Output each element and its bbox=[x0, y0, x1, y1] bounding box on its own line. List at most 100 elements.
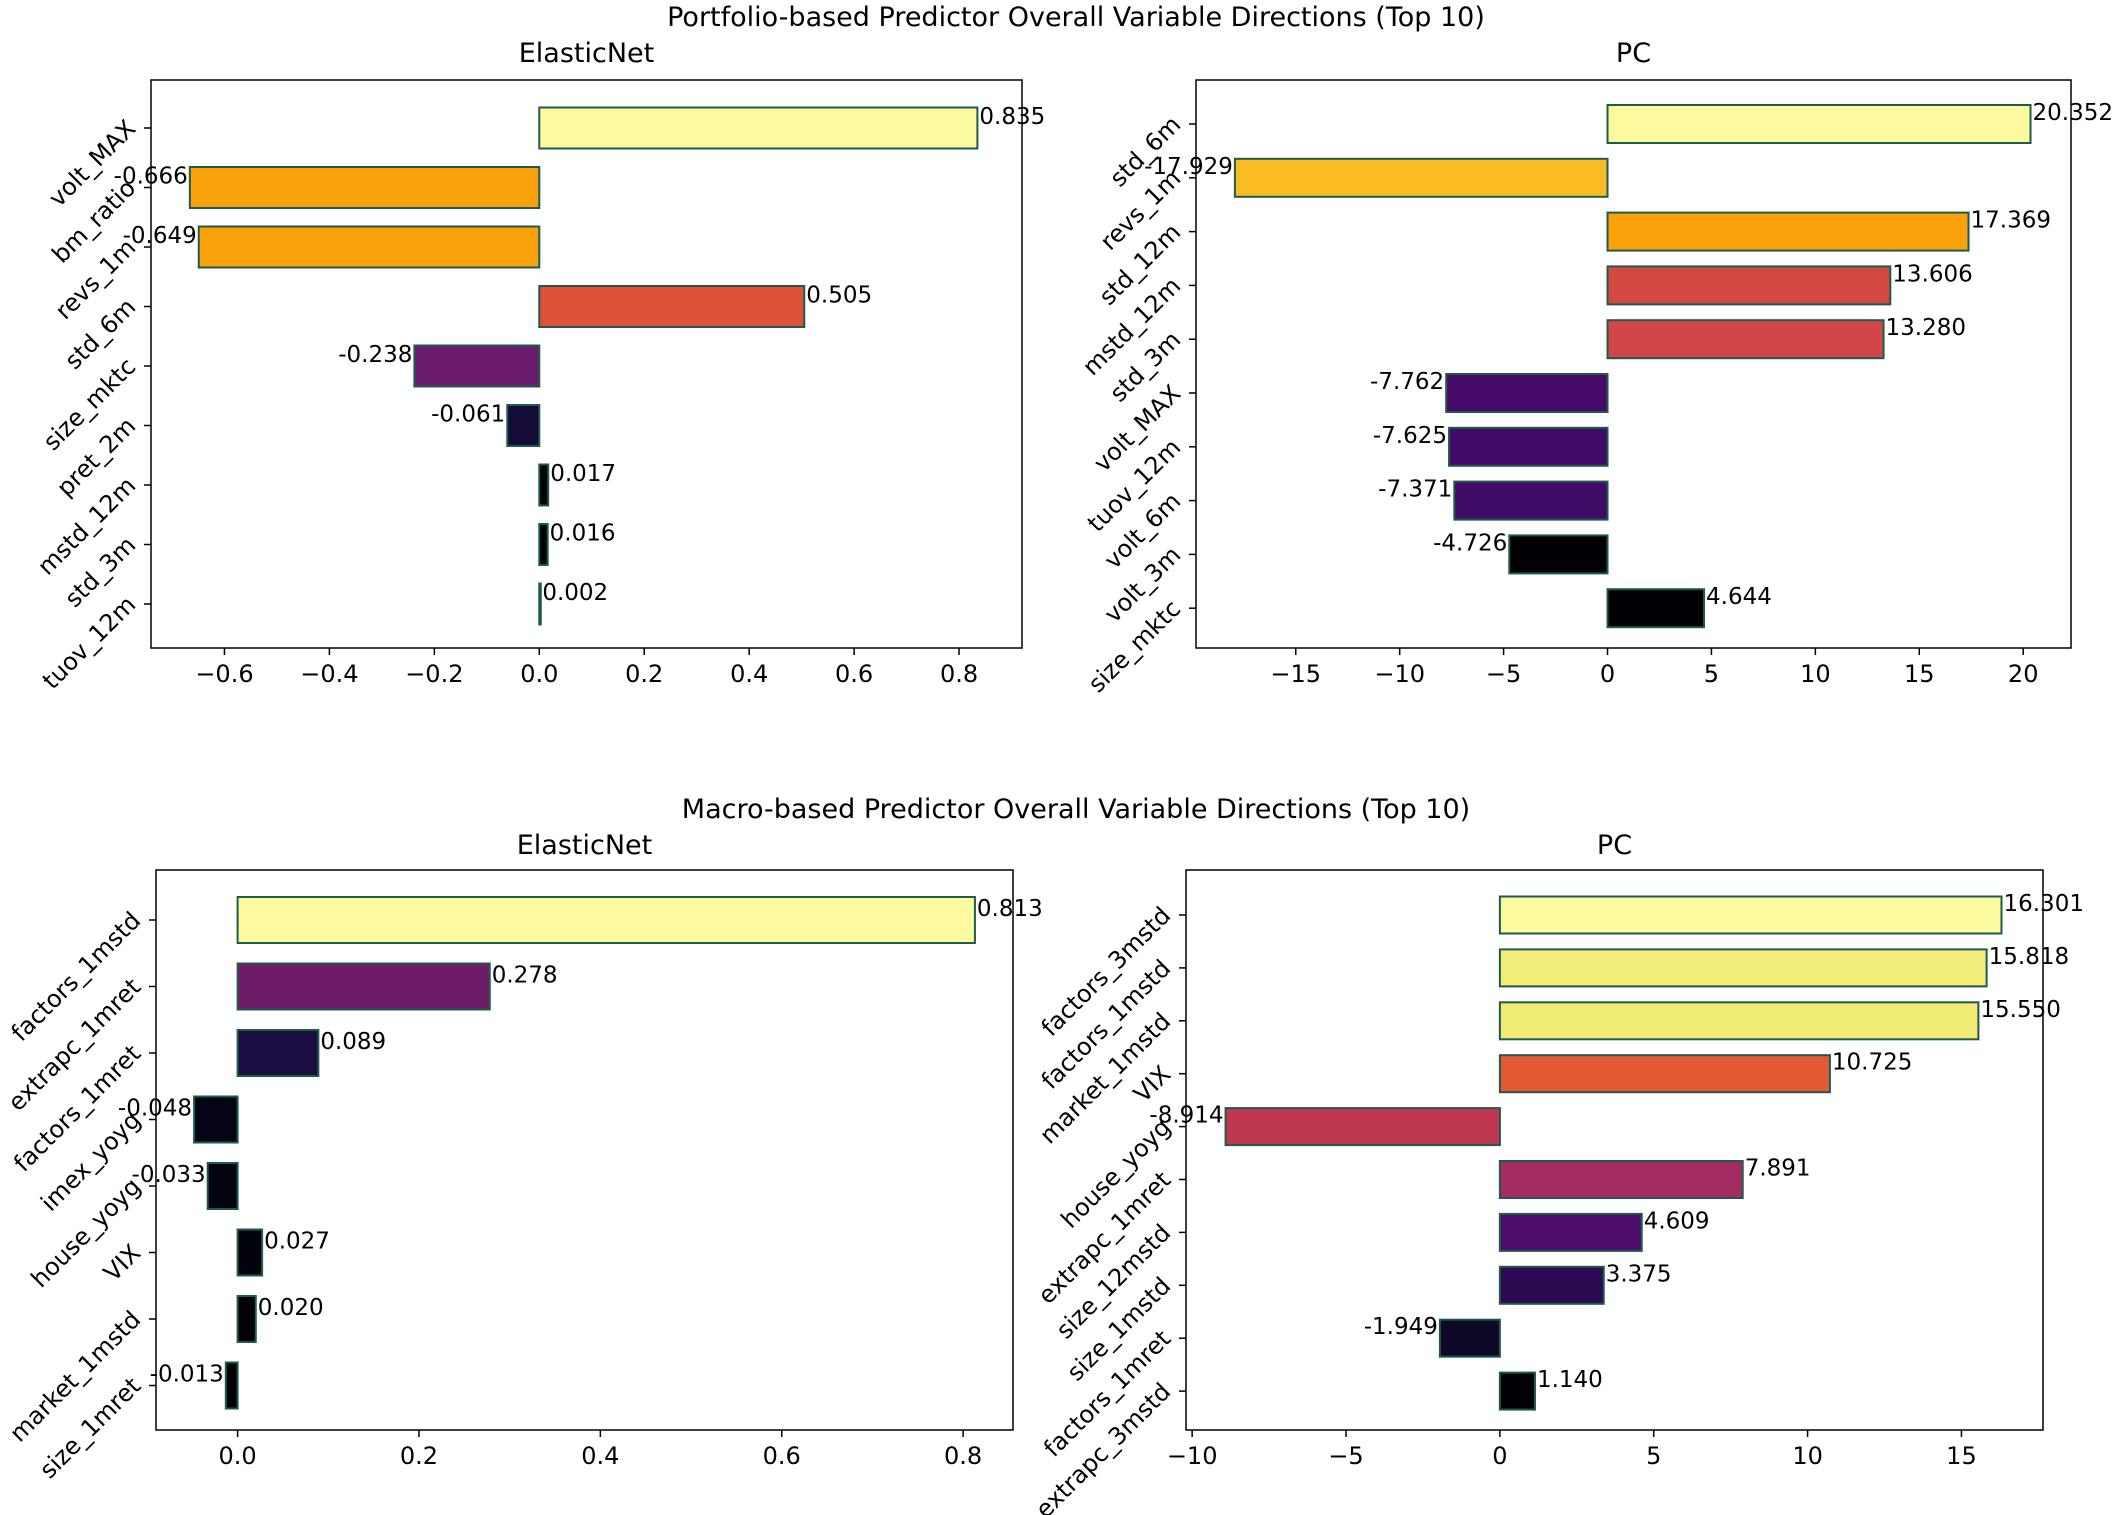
bar bbox=[236, 1228, 264, 1277]
bar bbox=[236, 896, 976, 944]
bar bbox=[236, 1295, 257, 1343]
bar-value-label: -7.625 bbox=[1373, 423, 1447, 449]
bar-value-label: 13.606 bbox=[1892, 261, 1972, 287]
bar-value-label: 0.016 bbox=[550, 521, 616, 547]
suptitle-macro: Macro-based Predictor Overall Variable D… bbox=[682, 794, 1470, 825]
bar bbox=[506, 404, 541, 447]
bar bbox=[1498, 1371, 1536, 1411]
x-tick-label: 0.8 bbox=[944, 1442, 982, 1470]
bar bbox=[1498, 1001, 1980, 1041]
x-tick-label: 0.4 bbox=[581, 1442, 619, 1470]
x-tick-label: 15 bbox=[1946, 1442, 1977, 1470]
bar bbox=[236, 962, 491, 1011]
x-tick-label: 20 bbox=[2008, 660, 2039, 688]
bar bbox=[538, 285, 806, 328]
bar bbox=[1453, 480, 1609, 521]
axes-frame bbox=[155, 869, 1014, 1431]
bar-value-label: 0.027 bbox=[264, 1229, 330, 1255]
x-tick-label: −0.4 bbox=[300, 660, 358, 688]
bar-value-label: 0.020 bbox=[258, 1295, 324, 1321]
y-tick-label: VIX bbox=[98, 1239, 146, 1287]
x-tick-label: −10 bbox=[1374, 660, 1425, 688]
subplot-title: PC bbox=[1597, 830, 1632, 861]
subplot-title: ElasticNet bbox=[519, 38, 655, 69]
bar bbox=[1498, 1265, 1605, 1305]
bar bbox=[193, 1095, 239, 1144]
x-tick-label: 0.2 bbox=[625, 660, 663, 688]
bar-value-label: -17.929 bbox=[1144, 154, 1233, 180]
x-tick-label: 0.8 bbox=[940, 660, 978, 688]
bar bbox=[538, 106, 979, 150]
bar-value-label: 15.550 bbox=[1980, 997, 2060, 1023]
bar bbox=[1445, 373, 1609, 413]
bar bbox=[1508, 534, 1609, 575]
x-tick-label: −0.6 bbox=[195, 660, 253, 688]
x-tick-label: 0.6 bbox=[763, 1442, 801, 1470]
x-tick-label: 0 bbox=[1600, 660, 1615, 688]
bar bbox=[1233, 157, 1609, 198]
x-tick-label: 10 bbox=[1792, 1442, 1823, 1470]
axes-frame bbox=[1185, 869, 2044, 1431]
bar bbox=[1498, 895, 2003, 935]
x-tick-label: 5 bbox=[1704, 660, 1719, 688]
bar-value-label: 4.609 bbox=[1644, 1208, 1710, 1234]
x-tick-label: 0 bbox=[1492, 1442, 1507, 1470]
bar-value-label: 0.813 bbox=[977, 896, 1043, 922]
x-tick-label: 0.0 bbox=[219, 1442, 257, 1470]
bar bbox=[538, 523, 549, 566]
bar-value-label: -0.048 bbox=[118, 1096, 192, 1122]
bar-value-label: 7.891 bbox=[1745, 1156, 1811, 1182]
axes-frame bbox=[150, 79, 1023, 649]
bar-value-label: -0.033 bbox=[132, 1162, 206, 1188]
bar bbox=[1606, 211, 1970, 252]
bar-value-label: 1.140 bbox=[1537, 1367, 1603, 1393]
bar bbox=[1498, 948, 1988, 988]
x-tick-label: 0.6 bbox=[835, 660, 873, 688]
bar bbox=[197, 225, 541, 269]
bar bbox=[1606, 319, 1885, 360]
x-tick-label: 5 bbox=[1646, 1442, 1661, 1470]
bar bbox=[1224, 1107, 1501, 1147]
bar-value-label: 4.644 bbox=[1706, 584, 1772, 610]
bar bbox=[206, 1162, 239, 1210]
x-tick-label: −10 bbox=[1167, 1442, 1218, 1470]
x-tick-label: 0.4 bbox=[730, 660, 768, 688]
x-tick-label: 0.2 bbox=[400, 1442, 438, 1470]
bar-value-label: -0.649 bbox=[123, 223, 197, 249]
suptitle-portfolio: Portfolio-based Predictor Overall Variab… bbox=[667, 2, 1485, 33]
bar-value-label: -0.061 bbox=[431, 402, 505, 428]
bar-value-label: 10.725 bbox=[1832, 1050, 1912, 1076]
subplot-title: PC bbox=[1616, 38, 1651, 69]
bar bbox=[1498, 1212, 1643, 1252]
bar-value-label: -7.371 bbox=[1378, 477, 1452, 503]
axes-frame bbox=[1195, 79, 2072, 649]
bar-value-label: 0.278 bbox=[492, 963, 558, 989]
bar bbox=[1498, 1054, 1831, 1094]
chart-panel-0: ElasticNet0.835volt_MAX-0.666bm_ratio-0.… bbox=[32, 38, 1045, 695]
bar-value-label: -4.726 bbox=[1433, 530, 1507, 556]
bar-value-label: 13.280 bbox=[1886, 315, 1966, 341]
bar bbox=[538, 463, 550, 507]
bar bbox=[1606, 588, 1706, 629]
bar bbox=[538, 582, 542, 626]
bar bbox=[1448, 426, 1609, 467]
bar-value-label: 0.089 bbox=[320, 1029, 386, 1055]
bar bbox=[1606, 265, 1892, 306]
bar bbox=[1438, 1318, 1501, 1358]
bar-value-label: -7.762 bbox=[1370, 369, 1444, 395]
x-tick-label: 15 bbox=[1904, 660, 1935, 688]
bar-value-label: -0.013 bbox=[150, 1362, 224, 1388]
x-tick-label: −5 bbox=[1486, 660, 1521, 688]
bar-value-label: 20.352 bbox=[2033, 100, 2113, 126]
bar-value-label: 15.818 bbox=[1989, 944, 2069, 970]
bar-value-label: 0.002 bbox=[542, 580, 608, 606]
x-tick-label: −15 bbox=[1270, 660, 1321, 688]
bar bbox=[224, 1361, 239, 1410]
bar-value-label: 0.505 bbox=[806, 283, 872, 309]
bar bbox=[188, 166, 541, 209]
bar-value-label: 0.835 bbox=[979, 104, 1045, 130]
bar bbox=[413, 344, 541, 388]
